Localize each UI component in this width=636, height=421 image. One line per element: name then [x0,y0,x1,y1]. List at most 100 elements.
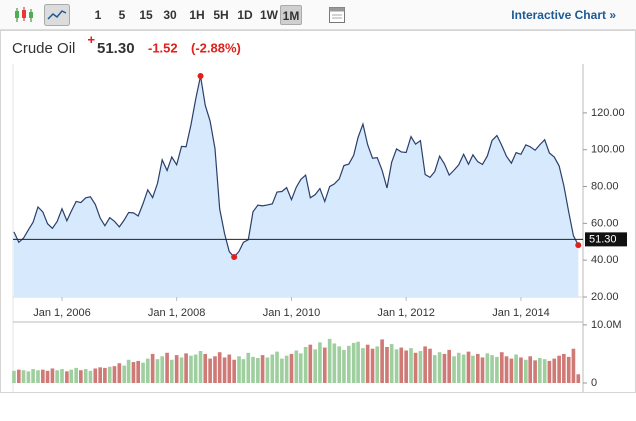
y-tick-label: 60.00 [591,217,619,229]
volume-bar [26,371,31,383]
volume-bar [461,354,466,383]
interval-button[interactable]: 1D [237,8,253,22]
volume-bar [16,369,21,383]
volume-bar [499,352,504,383]
candlestick-icon[interactable] [12,5,36,25]
volume-bar [45,370,50,383]
volume-bar [289,353,294,383]
volume-bar [576,374,581,383]
volume-bar [308,344,313,383]
volume-bar [557,355,561,383]
volume-bar [318,342,322,383]
volume-bar [442,353,447,383]
volume-bar [504,356,509,383]
interval-button[interactable]: 1W [260,8,278,22]
alert-icon [88,36,95,43]
volume-bar [475,353,480,383]
calendar-icon[interactable] [327,5,347,25]
volume-bar [21,370,26,383]
interval-button[interactable]: 15 [139,8,153,22]
volume-bar [361,348,365,383]
volume-bar [490,355,494,383]
volume-bar [131,362,136,383]
volume-bar [12,370,16,383]
volume-bar [69,369,74,383]
volume-bar [356,341,360,383]
volume-bar [136,360,141,383]
interactive-chart-link[interactable]: Interactive Chart » [511,8,616,22]
interval-button[interactable]: 1 [94,8,102,22]
volume-bar [41,369,45,383]
volume-bar [432,355,437,383]
volume-bar [495,356,499,383]
interval-button[interactable]: 5 [118,8,126,22]
volume-bar [385,346,389,383]
x-tick-label: Jan 1, 2010 [263,307,321,319]
volume-bar [256,358,260,383]
price-area [13,76,579,297]
volume-bar [55,370,59,383]
volume-tick-label: 0 [591,377,597,389]
volume-bar [447,349,451,383]
volume-bar [514,354,518,383]
volume-bar [542,359,547,383]
volume-bar [203,353,208,383]
volume-bar [184,353,188,383]
price-line [13,75,579,258]
y-tick-label: 40.00 [591,254,619,266]
volume-bar [275,351,279,383]
interval-button[interactable]: 1M [280,5,302,25]
volume-bar [294,350,299,383]
volume-bar [93,368,98,383]
volume-bar [208,358,212,383]
volume-bar [547,360,552,383]
volume-bar [160,356,165,383]
volume-bar [303,346,308,383]
extreme-marker [575,242,582,249]
volume-bar [88,370,93,383]
volume-bar [260,355,265,383]
volume-bar [246,352,251,383]
volume-bar [394,349,399,383]
last-price-box [585,232,627,247]
x-tick-label: Jan 1, 2014 [492,307,550,319]
volume-bar [155,359,160,383]
volume-bar [332,343,337,383]
volume-bar [365,344,370,383]
volume-bar [198,351,203,383]
volume-bar [413,352,418,383]
volume-bar [571,348,576,383]
line-chart-icon[interactable] [44,4,70,26]
volume-bar [399,347,404,383]
volume-bar [423,346,427,383]
volume-bar [389,344,394,383]
volume-bar [566,356,571,383]
volume-bar [150,353,155,383]
volume-bar [456,352,461,383]
interval-button[interactable]: 5H [213,8,229,22]
volume-bar [471,355,475,383]
volume-bar [519,357,523,383]
volume-bar [322,347,327,383]
volume-bar [74,367,78,383]
x-tick-label: Jan 1, 2008 [148,307,206,319]
instrument-name: Crude Oil [12,40,75,57]
volume-bar [480,357,485,383]
volume-bar [466,351,471,383]
volume-bar [370,348,375,383]
volume-bar [280,358,284,383]
volume-bar [65,371,69,383]
volume-bar [404,350,408,383]
interval-button[interactable]: 30 [163,8,177,22]
volume-bar [241,359,246,383]
volume-bar [117,363,122,383]
volume-bar [179,357,184,383]
volume-bar [237,356,241,383]
volume-bar [351,342,356,383]
volume-bar [165,352,169,383]
volume-bar [265,357,270,383]
extreme-marker [231,254,238,261]
interval-button[interactable]: 1H [189,8,205,22]
volume-bar [145,358,150,383]
